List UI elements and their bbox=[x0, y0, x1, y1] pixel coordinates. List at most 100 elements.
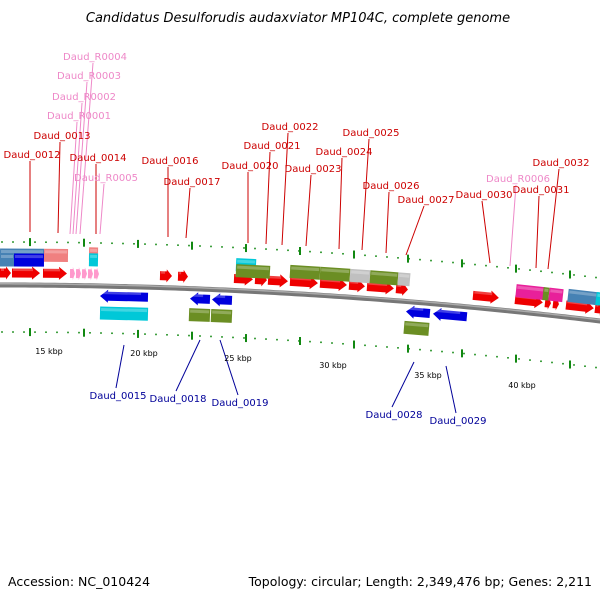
gene-arrow bbox=[87, 267, 93, 281]
tick-dot bbox=[419, 348, 421, 351]
leader-line bbox=[445, 365, 457, 414]
tick-dot bbox=[56, 241, 58, 244]
scale-label: 20 kbp bbox=[130, 349, 158, 358]
gene-gloss bbox=[13, 268, 34, 272]
leader-line bbox=[385, 191, 390, 254]
tick-dot bbox=[188, 334, 190, 337]
gene-label-forward: Daud_0032 bbox=[533, 158, 590, 169]
gene-label-forward: Daud_0027 bbox=[398, 195, 455, 206]
gene-label-forward: Daud_0022 bbox=[262, 122, 319, 133]
tick-dot bbox=[507, 357, 509, 359]
tick-dot bbox=[199, 245, 201, 247]
gene-gloss bbox=[45, 250, 68, 254]
leader-line bbox=[185, 187, 191, 239]
gene-label-forward: Daud_0021 bbox=[244, 141, 301, 152]
tick-dot bbox=[496, 265, 498, 268]
leader-line bbox=[391, 361, 415, 408]
tick-dot bbox=[573, 274, 575, 276]
gene-arrow bbox=[100, 289, 149, 303]
gene-label-forward: Daud_0030 bbox=[456, 190, 513, 201]
gene-block bbox=[210, 309, 233, 323]
gene-arrow bbox=[289, 276, 318, 290]
map-title: Candidatus Desulforudis audaxviator MP10… bbox=[86, 11, 510, 26]
tick-dot bbox=[419, 258, 421, 261]
gene-block bbox=[542, 287, 550, 301]
gene-gloss bbox=[90, 254, 98, 258]
gene-features bbox=[0, 247, 600, 336]
tick-dot bbox=[254, 247, 256, 250]
tick-dot bbox=[111, 332, 113, 335]
gene-label-rna: Daud_R0001 bbox=[47, 111, 111, 122]
tick-dot bbox=[166, 243, 168, 246]
gene-label-forward: Daud_0026 bbox=[363, 181, 420, 192]
tick-dot bbox=[199, 335, 201, 337]
gene-label-rna: Daud_R0002 bbox=[52, 92, 116, 103]
tick-dot bbox=[232, 336, 234, 339]
gene-gloss bbox=[213, 294, 226, 299]
tick-dot bbox=[595, 366, 597, 369]
gene-gloss bbox=[544, 288, 549, 293]
tick-major bbox=[191, 331, 193, 340]
tick-dot bbox=[386, 346, 388, 348]
gene-gloss bbox=[237, 259, 256, 264]
tick-major bbox=[515, 354, 517, 363]
tick-dot bbox=[518, 268, 520, 270]
gene-gloss bbox=[191, 293, 204, 298]
tick-dot bbox=[474, 263, 476, 266]
tick-dot bbox=[562, 362, 564, 365]
tick-dot bbox=[78, 241, 80, 244]
tick-major bbox=[245, 244, 247, 253]
tick-dot bbox=[133, 242, 135, 245]
gene-block bbox=[13, 253, 45, 267]
gene-arrow bbox=[267, 274, 288, 288]
tick-dot bbox=[342, 252, 344, 255]
tick-dot bbox=[540, 360, 542, 363]
tick-dot bbox=[23, 241, 25, 243]
gene-label-rna: Daud_R0004 bbox=[63, 52, 127, 63]
tick-major bbox=[461, 349, 463, 358]
gene-label-forward: Daud_0025 bbox=[343, 128, 400, 139]
tick-dot bbox=[232, 246, 234, 249]
leader-line bbox=[79, 62, 94, 235]
gene-label-forward: Daud_0014 bbox=[70, 153, 127, 164]
tick-major bbox=[569, 360, 571, 369]
leader-line bbox=[405, 205, 425, 256]
gene-block bbox=[0, 253, 15, 267]
tick-dot bbox=[122, 242, 124, 245]
gene-block bbox=[369, 270, 399, 286]
gene-gloss bbox=[1, 255, 14, 259]
scale-label: 25 kbp bbox=[224, 354, 252, 363]
tick-dot bbox=[551, 271, 553, 274]
label-leader-lines bbox=[29, 62, 560, 414]
tick-dot bbox=[551, 361, 553, 364]
tick-major bbox=[29, 238, 31, 247]
leader-line bbox=[265, 151, 271, 245]
tick-dot bbox=[155, 333, 157, 336]
gene-block bbox=[43, 248, 69, 262]
tick-dot bbox=[122, 332, 124, 335]
tick-dot bbox=[309, 250, 311, 253]
leader-line bbox=[361, 138, 370, 251]
tick-dot bbox=[45, 331, 47, 334]
gene-arrow bbox=[81, 267, 87, 281]
tick-dot bbox=[375, 345, 377, 347]
leader-line bbox=[99, 183, 105, 235]
gene-arrow bbox=[366, 281, 394, 295]
tick-dot bbox=[584, 275, 586, 278]
tick-dot bbox=[485, 264, 487, 267]
tick-dot bbox=[397, 257, 399, 259]
accession-text: Accession: NC_010424 bbox=[8, 574, 150, 589]
tick-major bbox=[569, 270, 571, 279]
leader-line bbox=[535, 195, 540, 269]
tick-dot bbox=[89, 332, 91, 334]
tick-major bbox=[299, 247, 301, 255]
gene-gloss bbox=[90, 248, 98, 252]
tick-dot bbox=[452, 261, 454, 264]
leader-line bbox=[69, 121, 78, 235]
leader-line bbox=[175, 339, 201, 392]
tick-dot bbox=[243, 337, 245, 339]
gene-arrow bbox=[0, 266, 11, 280]
tick-dot bbox=[166, 333, 168, 336]
gene-arrow bbox=[69, 267, 75, 281]
tick-dot bbox=[133, 332, 135, 335]
